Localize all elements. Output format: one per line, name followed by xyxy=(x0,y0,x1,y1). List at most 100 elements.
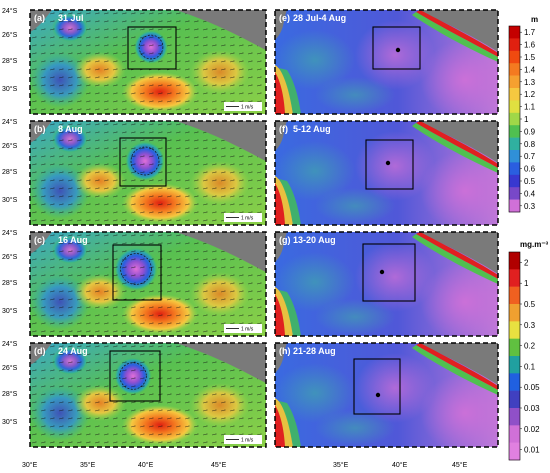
lon-label: 30°E xyxy=(22,461,38,469)
colorbar-tick-label: 0.7 xyxy=(524,152,536,161)
lat-label: 30°S xyxy=(2,85,18,93)
landmass xyxy=(418,232,498,274)
colorbar-tick-label: 0.4 xyxy=(524,189,536,198)
sla-panel: (a) 31 Jul 1 m/s xyxy=(29,9,267,115)
lon-label: 45°E xyxy=(452,461,468,469)
panel-frame xyxy=(29,9,267,115)
landmass xyxy=(176,121,266,161)
colorbar-tick-label: 1.7 xyxy=(524,28,536,37)
chlorophyll-panels: (e) 28 Jul-4 Aug (f) 5-12 Aug (g) 13-20 Aug(h… xyxy=(274,9,499,448)
panel-date: 5-12 Aug xyxy=(293,124,331,134)
colorbar-segment xyxy=(509,390,520,409)
sla-panel: (c) 16 Aug 1 m/s xyxy=(29,231,267,337)
lat-label: 24°S xyxy=(2,340,18,348)
eddy-box xyxy=(112,244,162,301)
panel-frame xyxy=(29,342,267,448)
landmass xyxy=(176,343,266,383)
colorbar-segment xyxy=(509,174,520,188)
chlorophyll-panel: (g) 13-20 Aug xyxy=(274,231,499,337)
coastal-bloom xyxy=(416,343,498,390)
lat-label: 24°S xyxy=(2,118,18,126)
colorbar-tick-label: 1.5 xyxy=(524,53,536,62)
colorbar-segment xyxy=(509,26,520,39)
panel-date: 13-20 Aug xyxy=(293,235,336,245)
colorbar-tick-label: 0.05 xyxy=(524,383,540,392)
colorbar-tick-label: 0.02 xyxy=(524,425,540,434)
colorbar-tick-label: 0.1 xyxy=(524,362,536,371)
latitude-labels: 24°S 26°S 28°S 30°S 24°S 26°S 28°S 30°S 24°S 26°S… xyxy=(2,7,18,426)
colorbar-tick-label: 1 xyxy=(524,279,529,288)
colorbar-segment xyxy=(509,88,520,101)
lat-label: 28°S xyxy=(2,390,18,398)
colorbar-tick-label: 1.1 xyxy=(524,103,536,112)
sla-colorbar-unit: m xyxy=(531,15,538,24)
scale-label: 1 m/s xyxy=(241,438,254,444)
colorbar-tick-label: 0.5 xyxy=(524,177,536,186)
eddy-box xyxy=(362,243,416,302)
eddy-box xyxy=(119,137,167,187)
colorbar-tick-label: 1.2 xyxy=(524,90,536,99)
lat-label: 26°S xyxy=(2,364,18,372)
panel-date: 28 Jul-4 Aug xyxy=(293,13,346,23)
colorbar-segment xyxy=(509,199,520,213)
colorbar-segment xyxy=(509,338,520,357)
colorbar-segment xyxy=(509,304,520,322)
colorbar-tick-label: 2 xyxy=(524,258,529,267)
landmass xyxy=(30,121,52,143)
panel-frame xyxy=(274,342,499,448)
colorbar-tick-label: 0.5 xyxy=(524,300,536,309)
panel-frame xyxy=(274,9,499,115)
lon-label: 35°E xyxy=(333,461,349,469)
panel-frame xyxy=(29,231,267,337)
lat-label: 30°S xyxy=(2,418,18,426)
colorbar-segment xyxy=(509,150,520,163)
scale-box xyxy=(224,324,262,333)
lon-label: 35°E xyxy=(80,461,96,469)
landmass xyxy=(176,10,266,50)
panel-date: 31 Jul xyxy=(58,13,84,23)
colorbar-segment xyxy=(509,162,520,176)
scale-box xyxy=(224,102,262,111)
scale-box xyxy=(224,435,262,444)
chlorophyll-panel: (h) 21-28 Aug xyxy=(274,342,499,448)
colorbar-segment xyxy=(509,321,520,339)
sla-colorbar: 1.7 1.6 1.5 1.4 1.3 1.2 1.1 1 0.9 0.8 0.7 0.6 0.5 0.4… xyxy=(508,25,536,213)
eddy-box xyxy=(365,139,414,190)
colorbar-segment xyxy=(509,269,520,287)
colorbar-segment xyxy=(509,125,520,138)
sla-panel: (b) 8 Aug 1 m/s xyxy=(29,120,267,226)
chlorophyll-colorbar-unit: mg.m⁻³ xyxy=(520,240,549,249)
lat-label: 26°S xyxy=(2,142,18,150)
landmass xyxy=(176,232,266,272)
panel-label: (d) xyxy=(34,346,46,356)
lon-label: 40°E xyxy=(138,461,154,469)
chlorophyll-colorbar: 2 1 0.5 0.3 0.2 0.1 0.05 0.03 0.02 0.01 xyxy=(508,251,540,461)
colorbar-segment xyxy=(509,38,520,52)
panel-label: (f) xyxy=(279,124,288,134)
eddy-center xyxy=(395,47,401,53)
colorbar-tick-label: 0.03 xyxy=(524,404,540,413)
landmass xyxy=(418,10,498,52)
panel-frame xyxy=(274,231,499,337)
colorbar-tick-label: 1.6 xyxy=(524,41,536,50)
colorbar-segment xyxy=(509,252,520,270)
sla-panel: (d) 24 Aug 1 m/s xyxy=(29,342,267,448)
colorbar-segment xyxy=(509,425,520,443)
chlorophyll-panel: (e) 28 Jul-4 Aug xyxy=(274,9,499,115)
colorbar-segment xyxy=(509,356,520,374)
colorbar-segment xyxy=(509,442,520,461)
sla-panels: (a) 31 Jul 1 m/s (b) 8 Aug 1 m/s (c) 16 Aug 1 m/… xyxy=(29,9,267,448)
eddy-box xyxy=(353,358,401,415)
lon-label: 45°E xyxy=(211,461,227,469)
colorbar-segment xyxy=(509,187,520,200)
lat-label: 26°S xyxy=(2,253,18,261)
colorbar-tick-label: 0.3 xyxy=(524,202,536,211)
panel-label: (b) xyxy=(34,124,46,134)
colorbar-segment xyxy=(509,63,520,76)
lat-label: 30°S xyxy=(2,307,18,315)
coastal-bloom xyxy=(416,121,498,168)
scale-label: 1 m/s xyxy=(241,216,254,222)
lat-label: 28°S xyxy=(2,57,18,65)
colorbar-segment xyxy=(509,373,520,391)
